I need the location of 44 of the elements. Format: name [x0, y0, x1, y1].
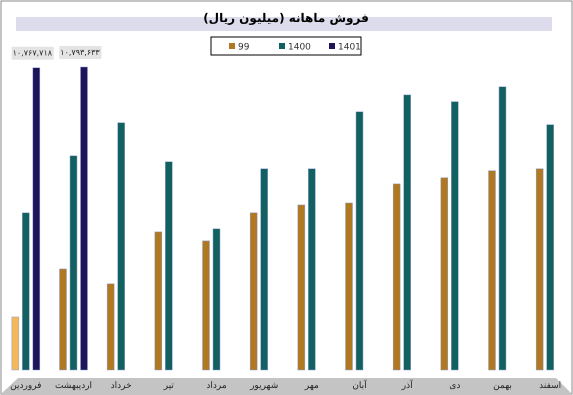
- bar: [212, 228, 220, 370]
- legend-label: 1400: [288, 42, 312, 52]
- bar: [440, 177, 448, 370]
- bar: [165, 161, 173, 370]
- bar: [308, 168, 316, 370]
- bar: [298, 204, 306, 370]
- x-tick-label: خرداد: [110, 381, 132, 391]
- bar: [80, 66, 88, 370]
- x-tick-label: اردیبهشت: [54, 381, 92, 391]
- bar: [22, 212, 30, 370]
- bar: [536, 168, 544, 370]
- x-tick-label: آبان: [352, 379, 368, 391]
- bar: [260, 168, 268, 370]
- x-tick-label: شهریور: [249, 381, 278, 391]
- bar: [202, 240, 210, 370]
- chart-title: فروش ماهانه (میلیون ریال): [203, 11, 369, 25]
- x-tick-label: اسفند: [539, 381, 562, 391]
- bar: [392, 184, 400, 370]
- x-tick-label: فروردین: [10, 381, 42, 391]
- bar: [70, 156, 78, 370]
- bar: [488, 170, 496, 370]
- bar: [32, 67, 40, 370]
- data-label: ۱۰,۷۹۳,۶۳۳: [60, 48, 100, 57]
- x-tick-label: تیر: [162, 381, 174, 391]
- bar: [106, 284, 114, 370]
- bar: [345, 202, 353, 370]
- bar: [250, 212, 258, 370]
- bar: [498, 86, 506, 370]
- bar: [546, 124, 554, 370]
- x-tick-label: بهمن: [493, 381, 512, 391]
- bar: [154, 232, 162, 370]
- x-tick-label: مرداد: [206, 381, 227, 391]
- bar: [59, 268, 67, 370]
- legend-label: 1401: [338, 42, 361, 52]
- bar: [403, 94, 411, 370]
- legend-label: 99: [238, 42, 250, 52]
- x-tick-label: آذر: [400, 379, 414, 391]
- data-label: ۱۰,۷۶۷,۷۱۸: [12, 48, 53, 58]
- bar: [12, 316, 20, 370]
- bar: [451, 101, 459, 370]
- x-tick-label: مهر: [304, 381, 319, 391]
- bar: [356, 111, 364, 370]
- x-tick-label: دی: [449, 381, 460, 391]
- bar: [117, 122, 125, 370]
